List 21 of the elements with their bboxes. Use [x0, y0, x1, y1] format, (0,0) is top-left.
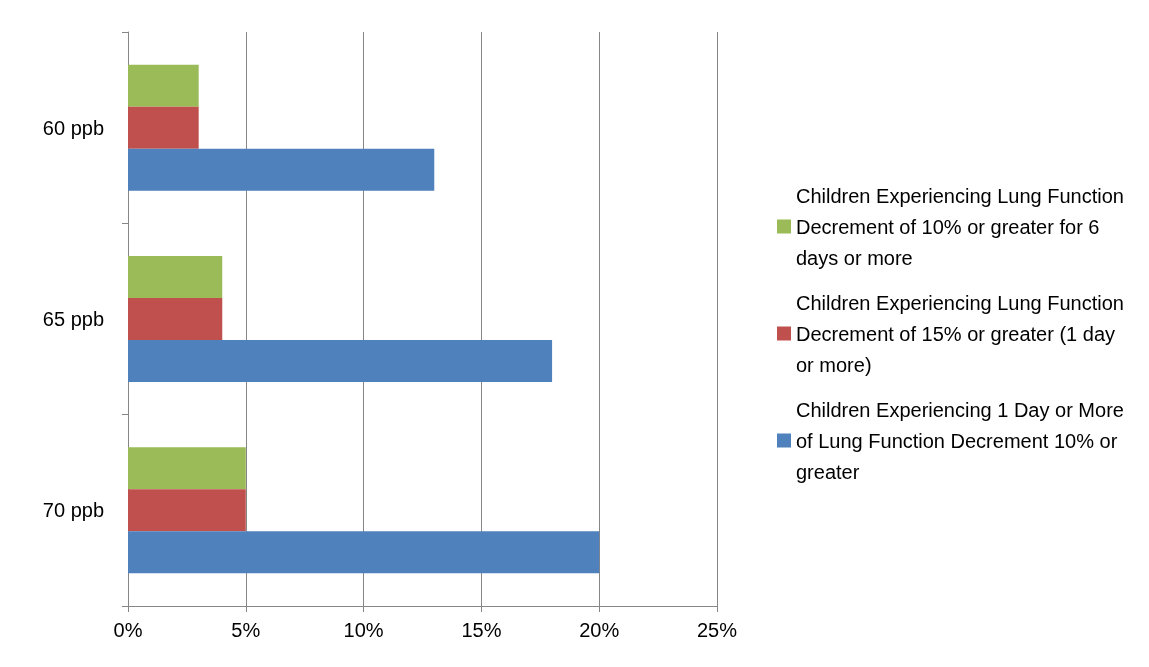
bar — [128, 531, 600, 574]
legend-label: Children Experiencing Lung Function Decrement of 15% or greater (1 day or more) — [796, 291, 1130, 376]
x-tick-label: 0% — [113, 619, 143, 641]
legend-label: Children Experiencing Lung Function Decrement of 10% or greater for 6 days or more — [796, 184, 1130, 269]
bar — [128, 106, 199, 149]
legend-label: Children Experiencing 1 Day or More of Lung Function Decrement 10% or greater — [796, 398, 1130, 483]
x-tick-label: 15% — [461, 619, 502, 641]
bar — [128, 489, 246, 532]
bar — [128, 298, 223, 340]
bar — [128, 447, 246, 490]
x-tick-label: 25% — [696, 619, 738, 641]
x-tick-label: 5% — [231, 619, 261, 641]
bar — [128, 340, 553, 382]
bar — [128, 256, 223, 298]
y-tick-label: 70 ppb — [42, 499, 104, 522]
y-tick-label: 65 ppb — [42, 308, 104, 330]
bar — [128, 64, 199, 107]
bar — [128, 148, 435, 191]
x-tick-label: 20% — [579, 619, 620, 641]
x-tick-label: 10% — [343, 619, 384, 641]
y-tick-label: 60 ppb — [42, 116, 104, 139]
